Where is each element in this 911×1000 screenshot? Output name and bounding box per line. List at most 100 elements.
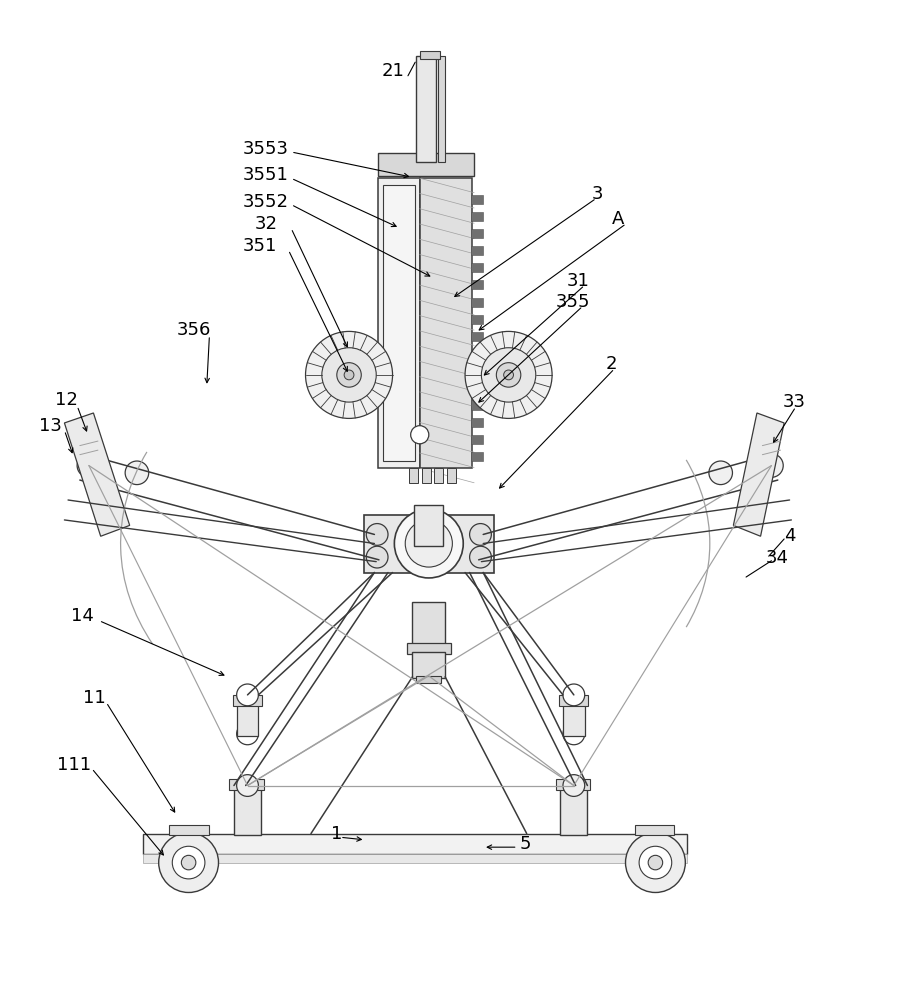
Circle shape (481, 348, 535, 402)
Circle shape (759, 454, 783, 477)
Text: 3553: 3553 (242, 140, 289, 158)
Bar (470, 315, 483, 324)
Bar (412, 652, 445, 678)
Bar (415, 676, 441, 683)
Text: 3552: 3552 (242, 193, 289, 211)
Polygon shape (732, 413, 783, 536)
Bar (470, 332, 483, 341)
Bar (470, 280, 483, 289)
Text: 356: 356 (177, 321, 211, 339)
Bar (236, 699, 258, 736)
Bar (470, 229, 483, 238)
Text: 4: 4 (783, 527, 794, 545)
Bar (383, 185, 415, 461)
Circle shape (236, 684, 258, 706)
Circle shape (159, 833, 219, 892)
Bar (421, 468, 430, 483)
Bar (414, 505, 443, 546)
Circle shape (336, 363, 361, 387)
Text: 5: 5 (519, 835, 530, 853)
Bar (555, 779, 589, 790)
Circle shape (648, 855, 662, 870)
Circle shape (562, 723, 584, 745)
Circle shape (625, 833, 684, 892)
Text: 2: 2 (605, 355, 617, 373)
Bar (470, 400, 483, 410)
Text: 14: 14 (71, 607, 94, 625)
Bar (562, 699, 584, 736)
Bar (470, 383, 483, 392)
Circle shape (305, 331, 392, 418)
Bar (634, 825, 674, 835)
Bar (406, 643, 450, 654)
Bar (408, 468, 417, 483)
Bar (143, 854, 686, 863)
Text: 351: 351 (242, 237, 277, 255)
Bar (470, 418, 483, 427)
Text: 31: 31 (566, 272, 589, 290)
Bar (470, 263, 483, 272)
Bar (363, 515, 494, 573)
Bar (470, 212, 483, 221)
Circle shape (394, 509, 463, 578)
Bar (470, 195, 483, 204)
Circle shape (562, 684, 584, 706)
Bar (233, 786, 261, 835)
Circle shape (562, 775, 584, 796)
Circle shape (77, 454, 100, 477)
Circle shape (343, 370, 353, 380)
Bar (378, 178, 419, 468)
Bar (470, 298, 483, 307)
Circle shape (410, 426, 428, 444)
Text: 13: 13 (39, 417, 62, 435)
Bar (232, 695, 261, 706)
Circle shape (639, 846, 671, 879)
Text: 11: 11 (83, 689, 105, 707)
Circle shape (469, 524, 491, 545)
Circle shape (465, 331, 551, 418)
Bar (415, 56, 435, 162)
Circle shape (708, 461, 732, 485)
Bar (558, 695, 588, 706)
Bar (434, 468, 443, 483)
Text: 33: 33 (782, 393, 804, 411)
Bar (470, 246, 483, 255)
Bar (437, 56, 445, 162)
Polygon shape (65, 413, 129, 536)
Bar (230, 779, 263, 790)
Circle shape (469, 546, 491, 568)
Text: 3551: 3551 (242, 166, 289, 184)
Circle shape (181, 855, 196, 870)
Text: 111: 111 (57, 756, 91, 774)
Circle shape (125, 461, 148, 485)
Bar (378, 153, 474, 176)
Text: 32: 32 (254, 215, 278, 233)
Circle shape (322, 348, 376, 402)
Bar (470, 435, 483, 444)
Text: 21: 21 (381, 62, 404, 80)
Bar (470, 366, 483, 375)
Bar (419, 178, 472, 468)
Circle shape (404, 520, 452, 567)
Text: 12: 12 (56, 391, 78, 409)
Bar (143, 834, 686, 854)
Bar (470, 452, 483, 461)
Text: A: A (611, 210, 624, 228)
Circle shape (236, 775, 258, 796)
Text: 355: 355 (555, 293, 589, 311)
Bar (412, 602, 445, 647)
Bar (559, 786, 587, 835)
Bar (169, 825, 209, 835)
Bar (470, 349, 483, 358)
Circle shape (503, 370, 513, 380)
Circle shape (366, 524, 387, 545)
Text: 3: 3 (591, 185, 603, 203)
Text: 34: 34 (765, 549, 788, 567)
Circle shape (366, 546, 387, 568)
Circle shape (172, 846, 205, 879)
Bar (419, 51, 439, 59)
Text: 1: 1 (331, 825, 342, 843)
Circle shape (236, 723, 258, 745)
Circle shape (496, 363, 520, 387)
Bar (446, 468, 456, 483)
